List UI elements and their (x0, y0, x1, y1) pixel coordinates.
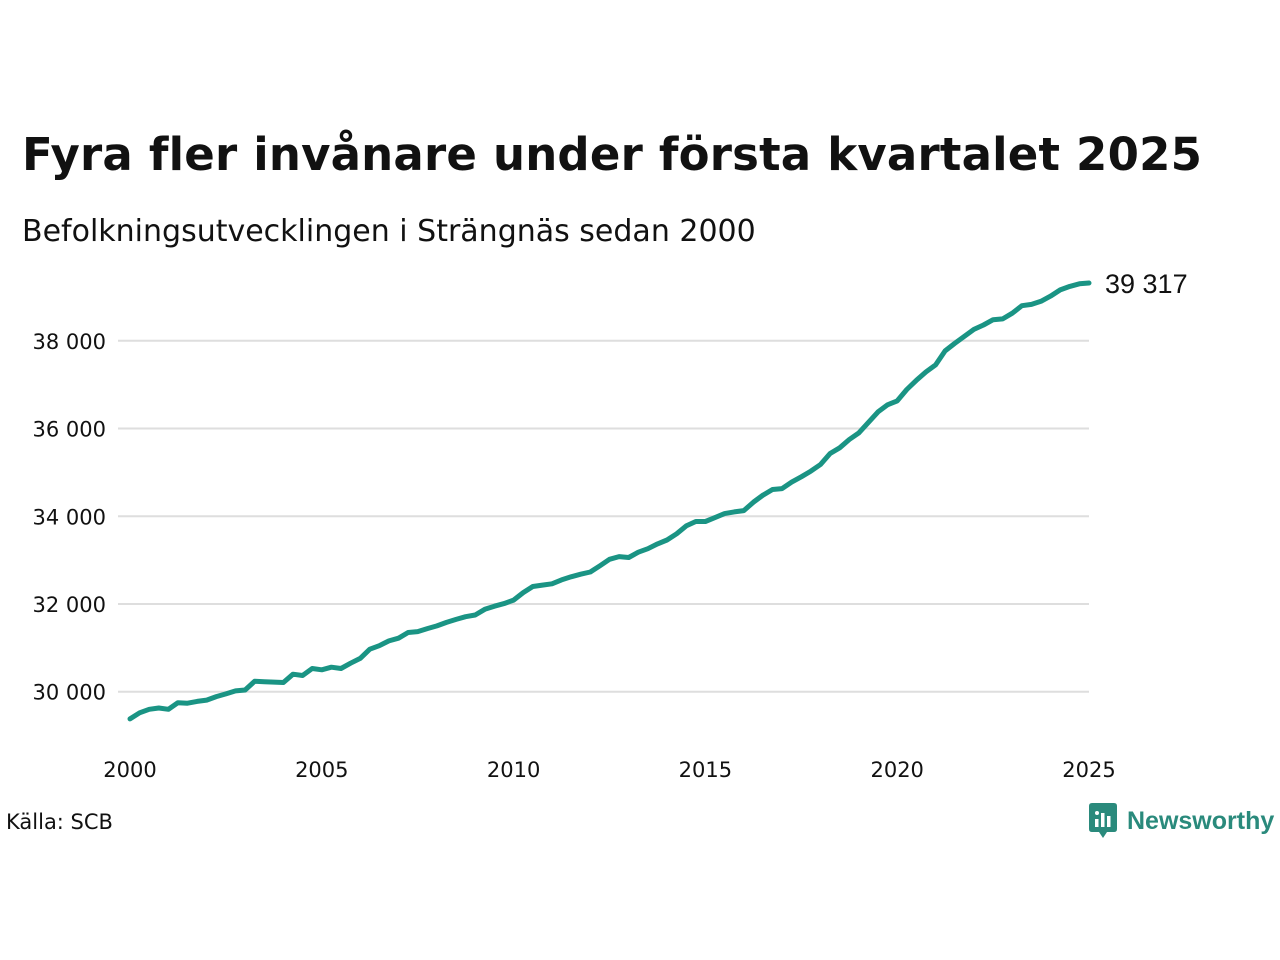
x-axis-tick-labels: 2000 2005 2010 2015 2020 2025 (103, 758, 1115, 782)
x-tick-label: 2025 (1062, 758, 1115, 782)
chart-subtitle: Befolkningsutvecklingen i Strängnäs seda… (22, 214, 756, 249)
brand-logo[interactable]: Newsworthy (1088, 802, 1274, 840)
series-group (127, 280, 1092, 722)
x-tick-label: 2005 (295, 758, 348, 782)
end-value-label: 39 317 (1105, 269, 1188, 299)
x-tick-label: 2015 (679, 758, 732, 782)
series-line-population (127, 280, 1092, 722)
source-note: Källa: SCB (6, 810, 113, 834)
brand-name: Newsworthy (1127, 806, 1275, 835)
y-tick-label: 32 000 (33, 593, 106, 617)
chart-title: Fyra fler invånare under första kvartale… (22, 128, 1203, 181)
bar-chart-speech-bubble-icon (1089, 803, 1117, 838)
y-tick-label: 30 000 (33, 681, 106, 705)
y-axis-tick-labels: 30 000 32 000 34 000 36 000 38 000 (33, 330, 106, 705)
x-tick-label: 2020 (870, 758, 923, 782)
y-tick-label: 36 000 (33, 418, 106, 442)
annotations: 39 317 (1105, 269, 1188, 299)
y-tick-label: 34 000 (33, 505, 106, 529)
y-tick-label: 38 000 (33, 330, 106, 354)
grid-lines (118, 339, 1089, 693)
x-tick-label: 2010 (487, 758, 540, 782)
x-tick-label: 2000 (103, 758, 156, 782)
